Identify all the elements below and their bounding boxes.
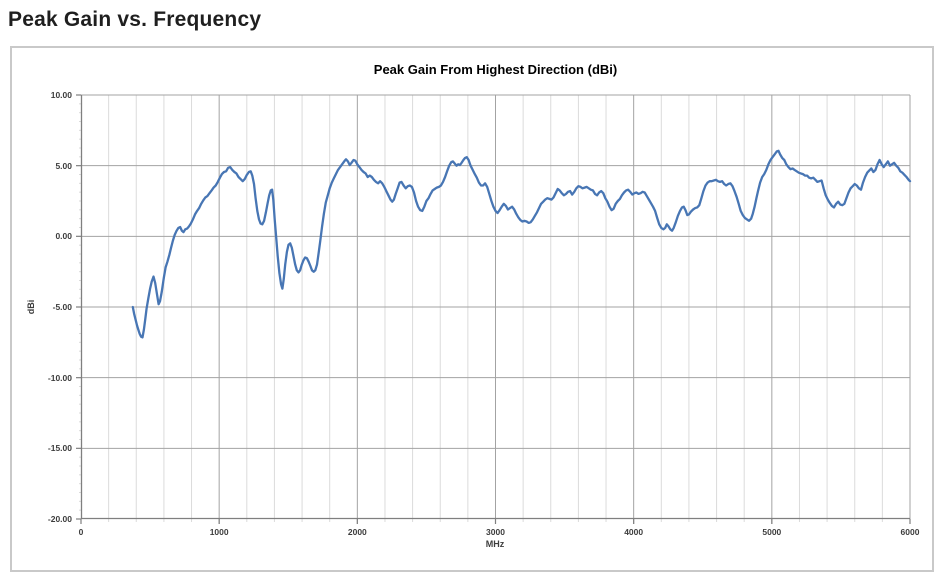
y-tick-label: 5.00 — [55, 160, 72, 171]
y-tick-label: -5.00 — [52, 302, 72, 312]
plot-area — [76, 94, 912, 524]
chart-frame: Peak Gain From Highest Direction (dBi) d… — [10, 46, 934, 572]
x-tick-label: 3000 — [486, 527, 505, 537]
page-title: Peak Gain vs. Frequency — [8, 8, 262, 31]
x-tick-label: 0 — [78, 527, 84, 537]
x-tick-label: 5000 — [762, 527, 782, 537]
y-tick-label: 0.00 — [55, 231, 72, 242]
y-tick-label: -10.00 — [47, 372, 72, 383]
y-tick-label: 10.00 — [50, 90, 72, 100]
y-tick-label: -20.00 — [47, 514, 72, 524]
x-tick-label: 2000 — [347, 527, 367, 537]
gain-series-line — [131, 149, 912, 339]
x-tick-label: 6000 — [900, 527, 920, 537]
x-axis-title: MHz — [485, 539, 505, 549]
chart-title: Peak Gain From Highest Direction (dBi) — [373, 62, 618, 77]
y-tick-label: -15.00 — [47, 443, 72, 454]
x-tick-label: 1000 — [209, 527, 229, 537]
x-tick-label: 4000 — [624, 527, 644, 537]
